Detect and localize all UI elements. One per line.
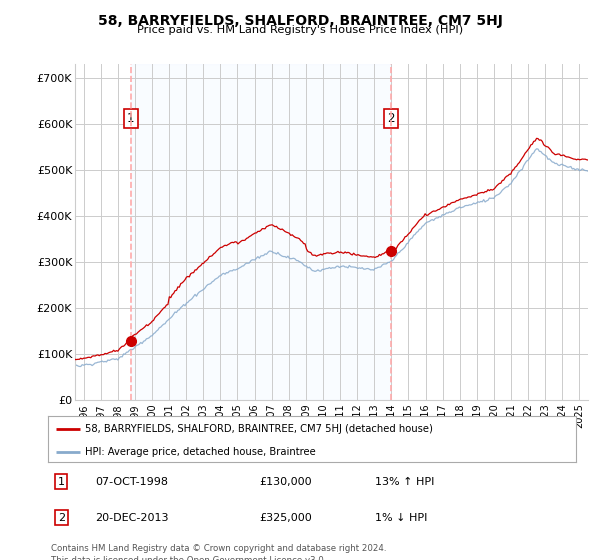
Text: 58, BARRYFIELDS, SHALFORD, BRAINTREE, CM7 5HJ (detached house): 58, BARRYFIELDS, SHALFORD, BRAINTREE, CM… [85,424,433,434]
Text: 1% ↓ HPI: 1% ↓ HPI [376,512,428,522]
Bar [131,64,391,400]
Text: £130,000: £130,000 [259,477,312,487]
Text: 07-OCT-1998: 07-OCT-1998 [95,477,169,487]
Text: 2: 2 [58,512,65,522]
Text: 1: 1 [58,477,65,487]
Text: 2: 2 [387,111,395,125]
Text: £325,000: £325,000 [259,512,312,522]
Text: Price paid vs. HM Land Registry's House Price Index (HPI): Price paid vs. HM Land Registry's House … [137,25,463,35]
Text: Contains HM Land Registry data © Crown copyright and database right 2024.
This d: Contains HM Land Registry data © Crown c… [51,544,386,560]
Text: 13% ↑ HPI: 13% ↑ HPI [376,477,435,487]
Text: 20-DEC-2013: 20-DEC-2013 [95,512,169,522]
Text: 58, BARRYFIELDS, SHALFORD, BRAINTREE, CM7 5HJ: 58, BARRYFIELDS, SHALFORD, BRAINTREE, CM… [98,14,502,28]
Text: HPI: Average price, detached house, Braintree: HPI: Average price, detached house, Brai… [85,447,316,457]
Text: 1: 1 [127,111,134,125]
